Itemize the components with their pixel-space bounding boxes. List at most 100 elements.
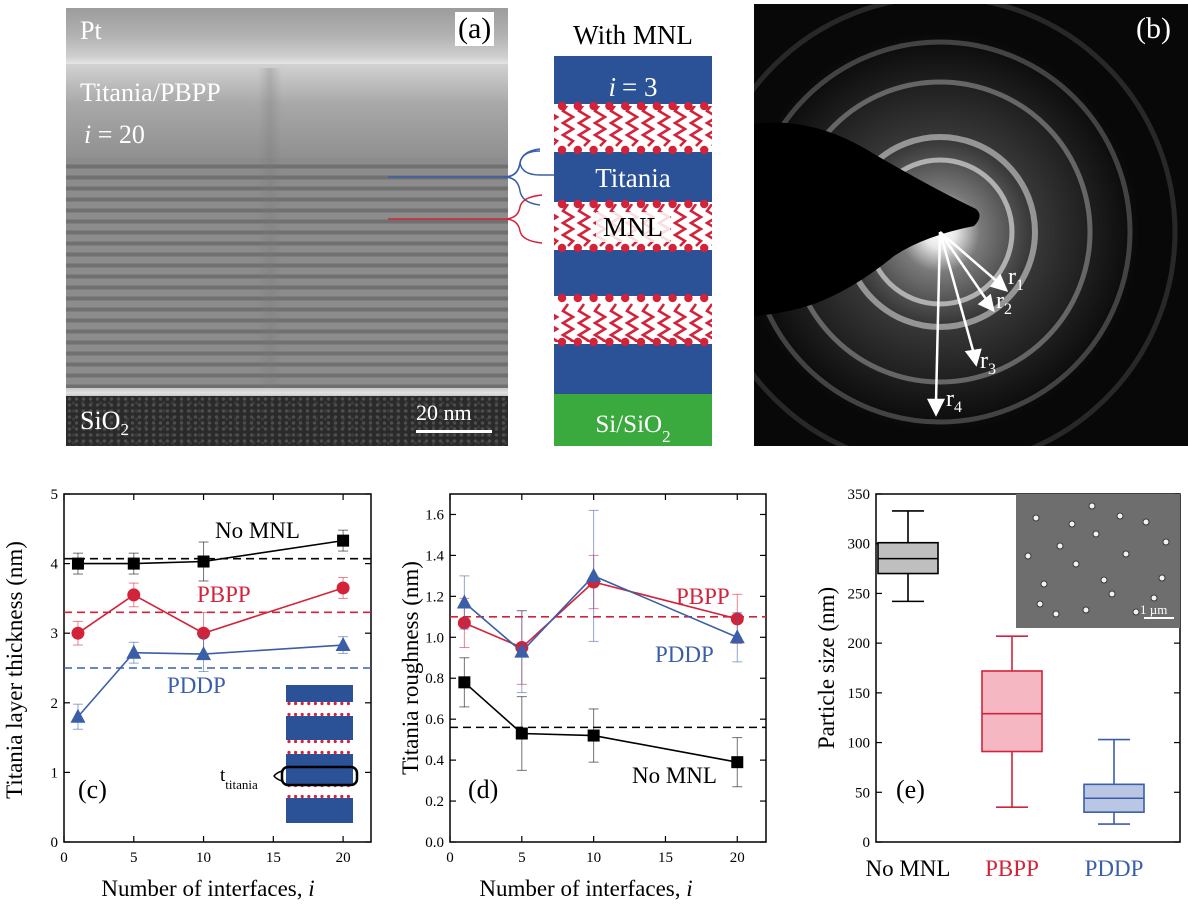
mnl-head-top-1-3 bbox=[605, 199, 614, 209]
radius-label-r2: r2 bbox=[996, 288, 1012, 319]
point-pddp bbox=[196, 646, 212, 661]
y-tick-label: 1.2 bbox=[425, 589, 444, 605]
mnl-head-bottom-0-2 bbox=[589, 145, 598, 155]
inset-head bbox=[333, 750, 337, 755]
mnl-head-bottom-0-3 bbox=[605, 145, 614, 155]
series-label-pbpp: PBPP bbox=[197, 582, 251, 607]
mnl-schematic: With MNL i = 3 Titania MNL Si/SiO2 bbox=[388, 20, 712, 446]
inset-head bbox=[313, 750, 317, 755]
point-no-mnl bbox=[458, 676, 471, 689]
mnl-head-top-2-9 bbox=[700, 293, 709, 303]
y-tick-label: 250 bbox=[848, 586, 871, 602]
multilayer-stripes bbox=[66, 158, 508, 390]
point-no-mnl bbox=[197, 555, 210, 568]
category-label-pbpp: PBPP bbox=[985, 856, 1039, 881]
mnl-head-top-0-1 bbox=[573, 101, 582, 111]
sem-particle bbox=[1100, 576, 1108, 584]
interface-line bbox=[66, 388, 508, 398]
series-label-pbpp: PBPP bbox=[676, 584, 730, 609]
inset-head bbox=[333, 701, 337, 706]
sem-particle bbox=[1024, 552, 1032, 560]
mnl-head-top-2-2 bbox=[589, 293, 598, 303]
mnl-head-top-0-4 bbox=[621, 101, 630, 111]
mnl-head-top-1-2 bbox=[589, 199, 598, 209]
y-tick-label: 100 bbox=[848, 736, 871, 752]
inset-head bbox=[300, 701, 304, 706]
mnl-head-top-2-6 bbox=[652, 293, 661, 303]
sem-particle bbox=[1108, 590, 1116, 598]
inset-mnl-gap-0 bbox=[286, 702, 353, 716]
series-label-no-mnl: No MNL bbox=[215, 518, 300, 543]
schematic-mnl-label: MNL bbox=[603, 212, 663, 242]
sem-particle bbox=[1158, 574, 1166, 582]
inset-head bbox=[340, 701, 344, 706]
sio2-label: SiO2 bbox=[80, 406, 129, 440]
x-tick-label: 10 bbox=[196, 850, 211, 866]
x-axis-label-italic: i bbox=[308, 876, 314, 901]
schematic-title: With MNL bbox=[573, 20, 693, 50]
y-tick-label: 200 bbox=[848, 636, 871, 652]
inset-mnl-gap-1 bbox=[286, 740, 353, 754]
inset-head bbox=[327, 712, 331, 717]
mnl-head-top-2-5 bbox=[636, 293, 646, 303]
series-label-pddp: PDDP bbox=[167, 673, 226, 698]
schematic-i-symbol: i bbox=[609, 72, 617, 102]
point-pddp bbox=[335, 637, 351, 652]
inset-head bbox=[333, 712, 337, 717]
sio2-substrate-region bbox=[66, 396, 508, 446]
mnl-head-top-1-4 bbox=[621, 199, 630, 209]
y-tick-label: 150 bbox=[848, 686, 871, 702]
pt-label: Pt bbox=[80, 16, 102, 45]
mnl-head-top-1-7 bbox=[668, 199, 677, 209]
point-pddp bbox=[456, 594, 472, 609]
mnl-head-bottom-1-3 bbox=[605, 243, 614, 253]
x-tick-label: 5 bbox=[518, 850, 526, 866]
mnl-head-top-0-7 bbox=[668, 101, 677, 111]
mnl-chains-3 bbox=[554, 298, 712, 342]
sem-particle bbox=[1116, 512, 1124, 520]
x-tick-label: 5 bbox=[130, 850, 138, 866]
schematic-substrate-sub: 2 bbox=[662, 427, 671, 446]
titania-brace-arms bbox=[503, 148, 541, 206]
inset-head bbox=[340, 794, 344, 799]
y-axis-label: Titania roughness (nm) bbox=[398, 561, 423, 775]
mnl-head-bottom-1-6 bbox=[652, 243, 661, 253]
diffraction-image: r1 r2 r3 r4 bbox=[754, 4, 1188, 446]
x-axis-label: Number of interfaces, i bbox=[101, 876, 314, 901]
inset-head bbox=[307, 794, 311, 799]
inset-head bbox=[340, 750, 344, 755]
titania-block-top bbox=[554, 56, 712, 104]
inset-head bbox=[300, 750, 304, 755]
mnl-head-top-1-9 bbox=[700, 199, 709, 209]
mnl-head-top-0-3 bbox=[605, 101, 614, 111]
y-tick-label: 3 bbox=[51, 626, 59, 642]
inset-head bbox=[287, 712, 291, 717]
mnl-head-top-0-0 bbox=[557, 101, 567, 111]
point-no-mnl bbox=[515, 727, 528, 740]
mnl-head-bottom-0-7 bbox=[668, 145, 677, 155]
arrow-r4-head bbox=[926, 398, 946, 417]
inset-head bbox=[300, 794, 304, 799]
inset-thickness-marker bbox=[280, 765, 359, 787]
mnl-head-groups bbox=[557, 101, 709, 347]
mnl-head-bottom-1-5 bbox=[636, 243, 646, 253]
radius-label-r4: r4 bbox=[946, 386, 962, 417]
mnl-head-bottom-2-7 bbox=[668, 337, 677, 347]
point-pddp bbox=[729, 629, 745, 644]
y-tick-label: 1.4 bbox=[425, 548, 444, 564]
inset-head bbox=[307, 701, 311, 706]
inset-head bbox=[313, 701, 317, 706]
inset-head bbox=[294, 739, 298, 744]
schematic-i-label: i = 3 bbox=[609, 72, 658, 102]
mnl-head-top-0-8 bbox=[684, 101, 693, 111]
arrow-r2-head bbox=[977, 293, 995, 313]
mnl-head-bottom-1-4 bbox=[621, 243, 630, 253]
x-tick-label: 20 bbox=[730, 850, 745, 866]
titania-block-lower bbox=[554, 250, 712, 296]
arrow-r3-head bbox=[964, 348, 982, 367]
mnl-head-bottom-1-1 bbox=[573, 243, 582, 253]
r1-sub: 1 bbox=[1016, 276, 1024, 294]
mnl-head-top-0-2 bbox=[589, 101, 598, 111]
inset-head bbox=[294, 750, 298, 755]
